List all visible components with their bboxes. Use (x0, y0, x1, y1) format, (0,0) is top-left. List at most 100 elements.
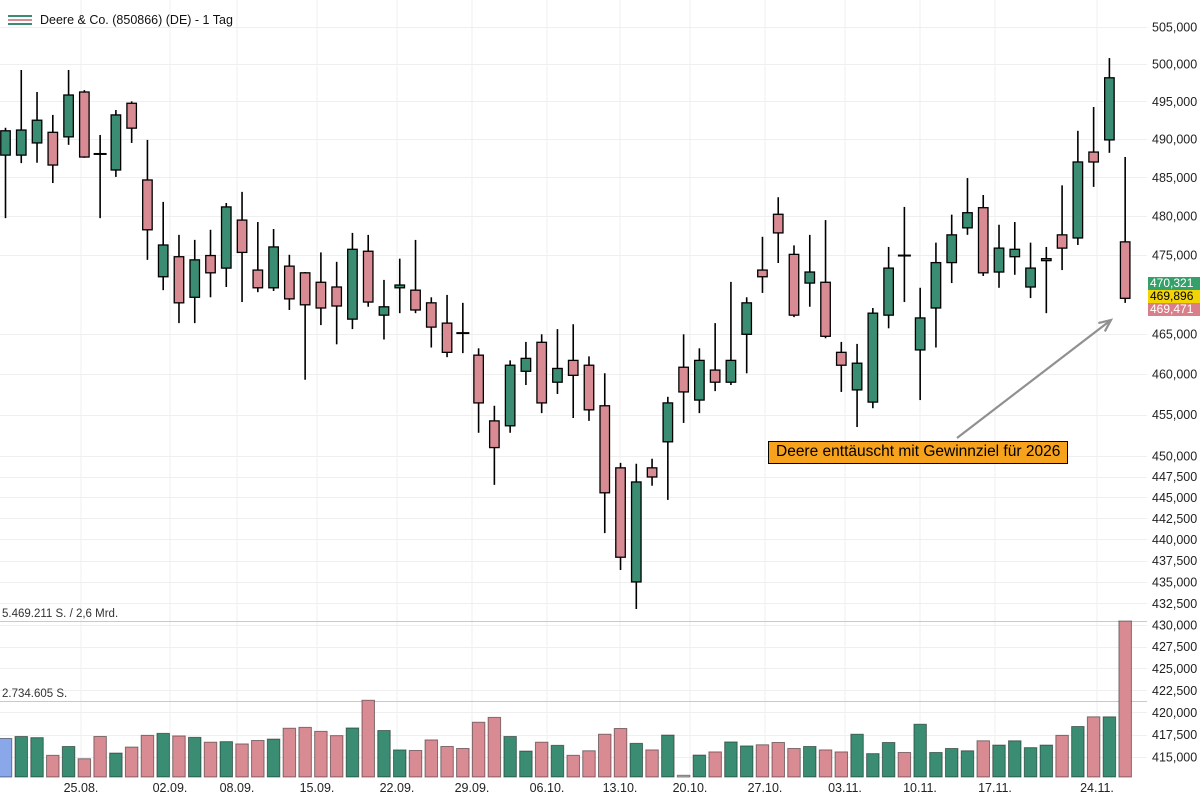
x-axis-label: 24.11. (1080, 781, 1114, 795)
candle-body (63, 94, 74, 138)
x-axis-label: 17.11. (978, 781, 1012, 795)
y-axis-label: 432,500 (1152, 597, 1197, 611)
x-axis-label: 27.10. (748, 781, 783, 795)
volume-bar (345, 727, 360, 778)
volume-bar (329, 735, 344, 778)
volume-bar (109, 752, 123, 778)
volume-bar (298, 726, 312, 778)
volume-bar (235, 743, 249, 778)
volume-half-label: 2.734.605 S. (2, 688, 68, 700)
candle-body (47, 131, 59, 166)
instrument-title: Deere & Co. (850866) (DE) - 1 Tag (40, 13, 233, 27)
x-axis-label: 20.10. (673, 781, 708, 795)
candle-body (504, 364, 516, 427)
candle-body (362, 250, 374, 303)
volume-bar (424, 739, 439, 778)
candle-body (567, 359, 579, 376)
candle-body (1119, 241, 1131, 299)
candle-body (883, 267, 895, 316)
candle-body (378, 306, 390, 316)
y-axis-label: 430,000 (1152, 618, 1197, 632)
volume-bar (550, 744, 565, 778)
volume-bar (1008, 740, 1022, 778)
candle-body (142, 179, 153, 231)
candle-body (268, 246, 279, 289)
volume-bar (251, 739, 265, 778)
x-axis-label: 08.09. (220, 781, 255, 795)
volume-bar (314, 730, 328, 778)
y-axis-label: 445,000 (1152, 491, 1197, 505)
candle-body (1072, 161, 1084, 239)
candle-body (410, 289, 421, 311)
y-axis-label: 442,500 (1152, 512, 1197, 526)
volume-bar (140, 734, 155, 778)
candle-body (772, 213, 784, 234)
candle-body (394, 284, 406, 289)
y-axis-label: 490,000 (1152, 133, 1197, 147)
price-tag-last: 469,896 (1148, 290, 1200, 303)
y-axis-label: 495,000 (1152, 95, 1197, 109)
candle-body (425, 302, 437, 328)
candle-body (441, 322, 453, 353)
candle-body (488, 420, 500, 449)
y-axis-label: 417,500 (1152, 728, 1197, 742)
volume-bar (929, 751, 943, 778)
x-axis-label: 06.10. (530, 781, 565, 795)
volume-bar (46, 754, 60, 778)
volume-bar (219, 741, 234, 778)
candle-body (725, 359, 737, 383)
candle-body (1040, 258, 1052, 262)
candle-body (1104, 77, 1115, 141)
candle-body (678, 366, 690, 393)
x-axis-label: 29.09. (455, 781, 490, 795)
volume-bar (156, 732, 170, 778)
candle-body (78, 91, 90, 158)
volume-bar (93, 735, 107, 778)
volume-bar (456, 747, 470, 778)
x-axis-label: 15.09. (300, 781, 335, 795)
candle-body (173, 256, 185, 304)
candle-body (709, 369, 721, 383)
y-axis-label: 460,000 (1152, 368, 1197, 382)
candle-body (867, 312, 879, 403)
volume-bar (992, 744, 1006, 778)
price-tag-bid: 470,321 (1148, 277, 1200, 290)
x-axis-label: 13.10. (603, 781, 638, 795)
price-tag-ask: 469,471 (1148, 303, 1200, 316)
volume-bar (866, 753, 880, 778)
x-axis-label: 22.09. (380, 781, 415, 795)
candle-body (820, 281, 831, 337)
chart-header: Deere & Co. (850866) (DE) - 1 Tag (8, 13, 233, 27)
y-axis-label: 450,000 (1152, 449, 1197, 463)
candle-body (851, 362, 863, 391)
volume-bar (471, 721, 486, 778)
volume-bar (393, 749, 407, 778)
volume-bar (1118, 620, 1132, 778)
volume-bar (0, 737, 13, 778)
candle-body (599, 405, 611, 494)
volume-bar (850, 733, 864, 778)
candle-body (946, 234, 958, 264)
volume-bar (534, 741, 549, 778)
candle-body (31, 119, 43, 144)
candle-body (977, 207, 989, 274)
candle-body (157, 244, 169, 278)
volume-bar (566, 754, 580, 778)
volume-bar (613, 728, 628, 778)
candle-body (646, 467, 658, 478)
candle-body (662, 402, 674, 443)
volume-bar (582, 750, 596, 778)
candle-body (693, 359, 705, 401)
annotation-arrow (956, 319, 1112, 439)
volume-bar (1055, 734, 1069, 778)
candle-body (804, 271, 816, 284)
volume-bar (503, 735, 517, 778)
volume-bar (976, 740, 990, 778)
volume-bar (408, 749, 423, 778)
volume-bar (897, 751, 912, 778)
volume-bar (1039, 744, 1054, 778)
y-axis-label: 480,000 (1152, 209, 1197, 223)
y-axis-label: 435,000 (1152, 575, 1197, 589)
volume-bar (787, 747, 801, 778)
